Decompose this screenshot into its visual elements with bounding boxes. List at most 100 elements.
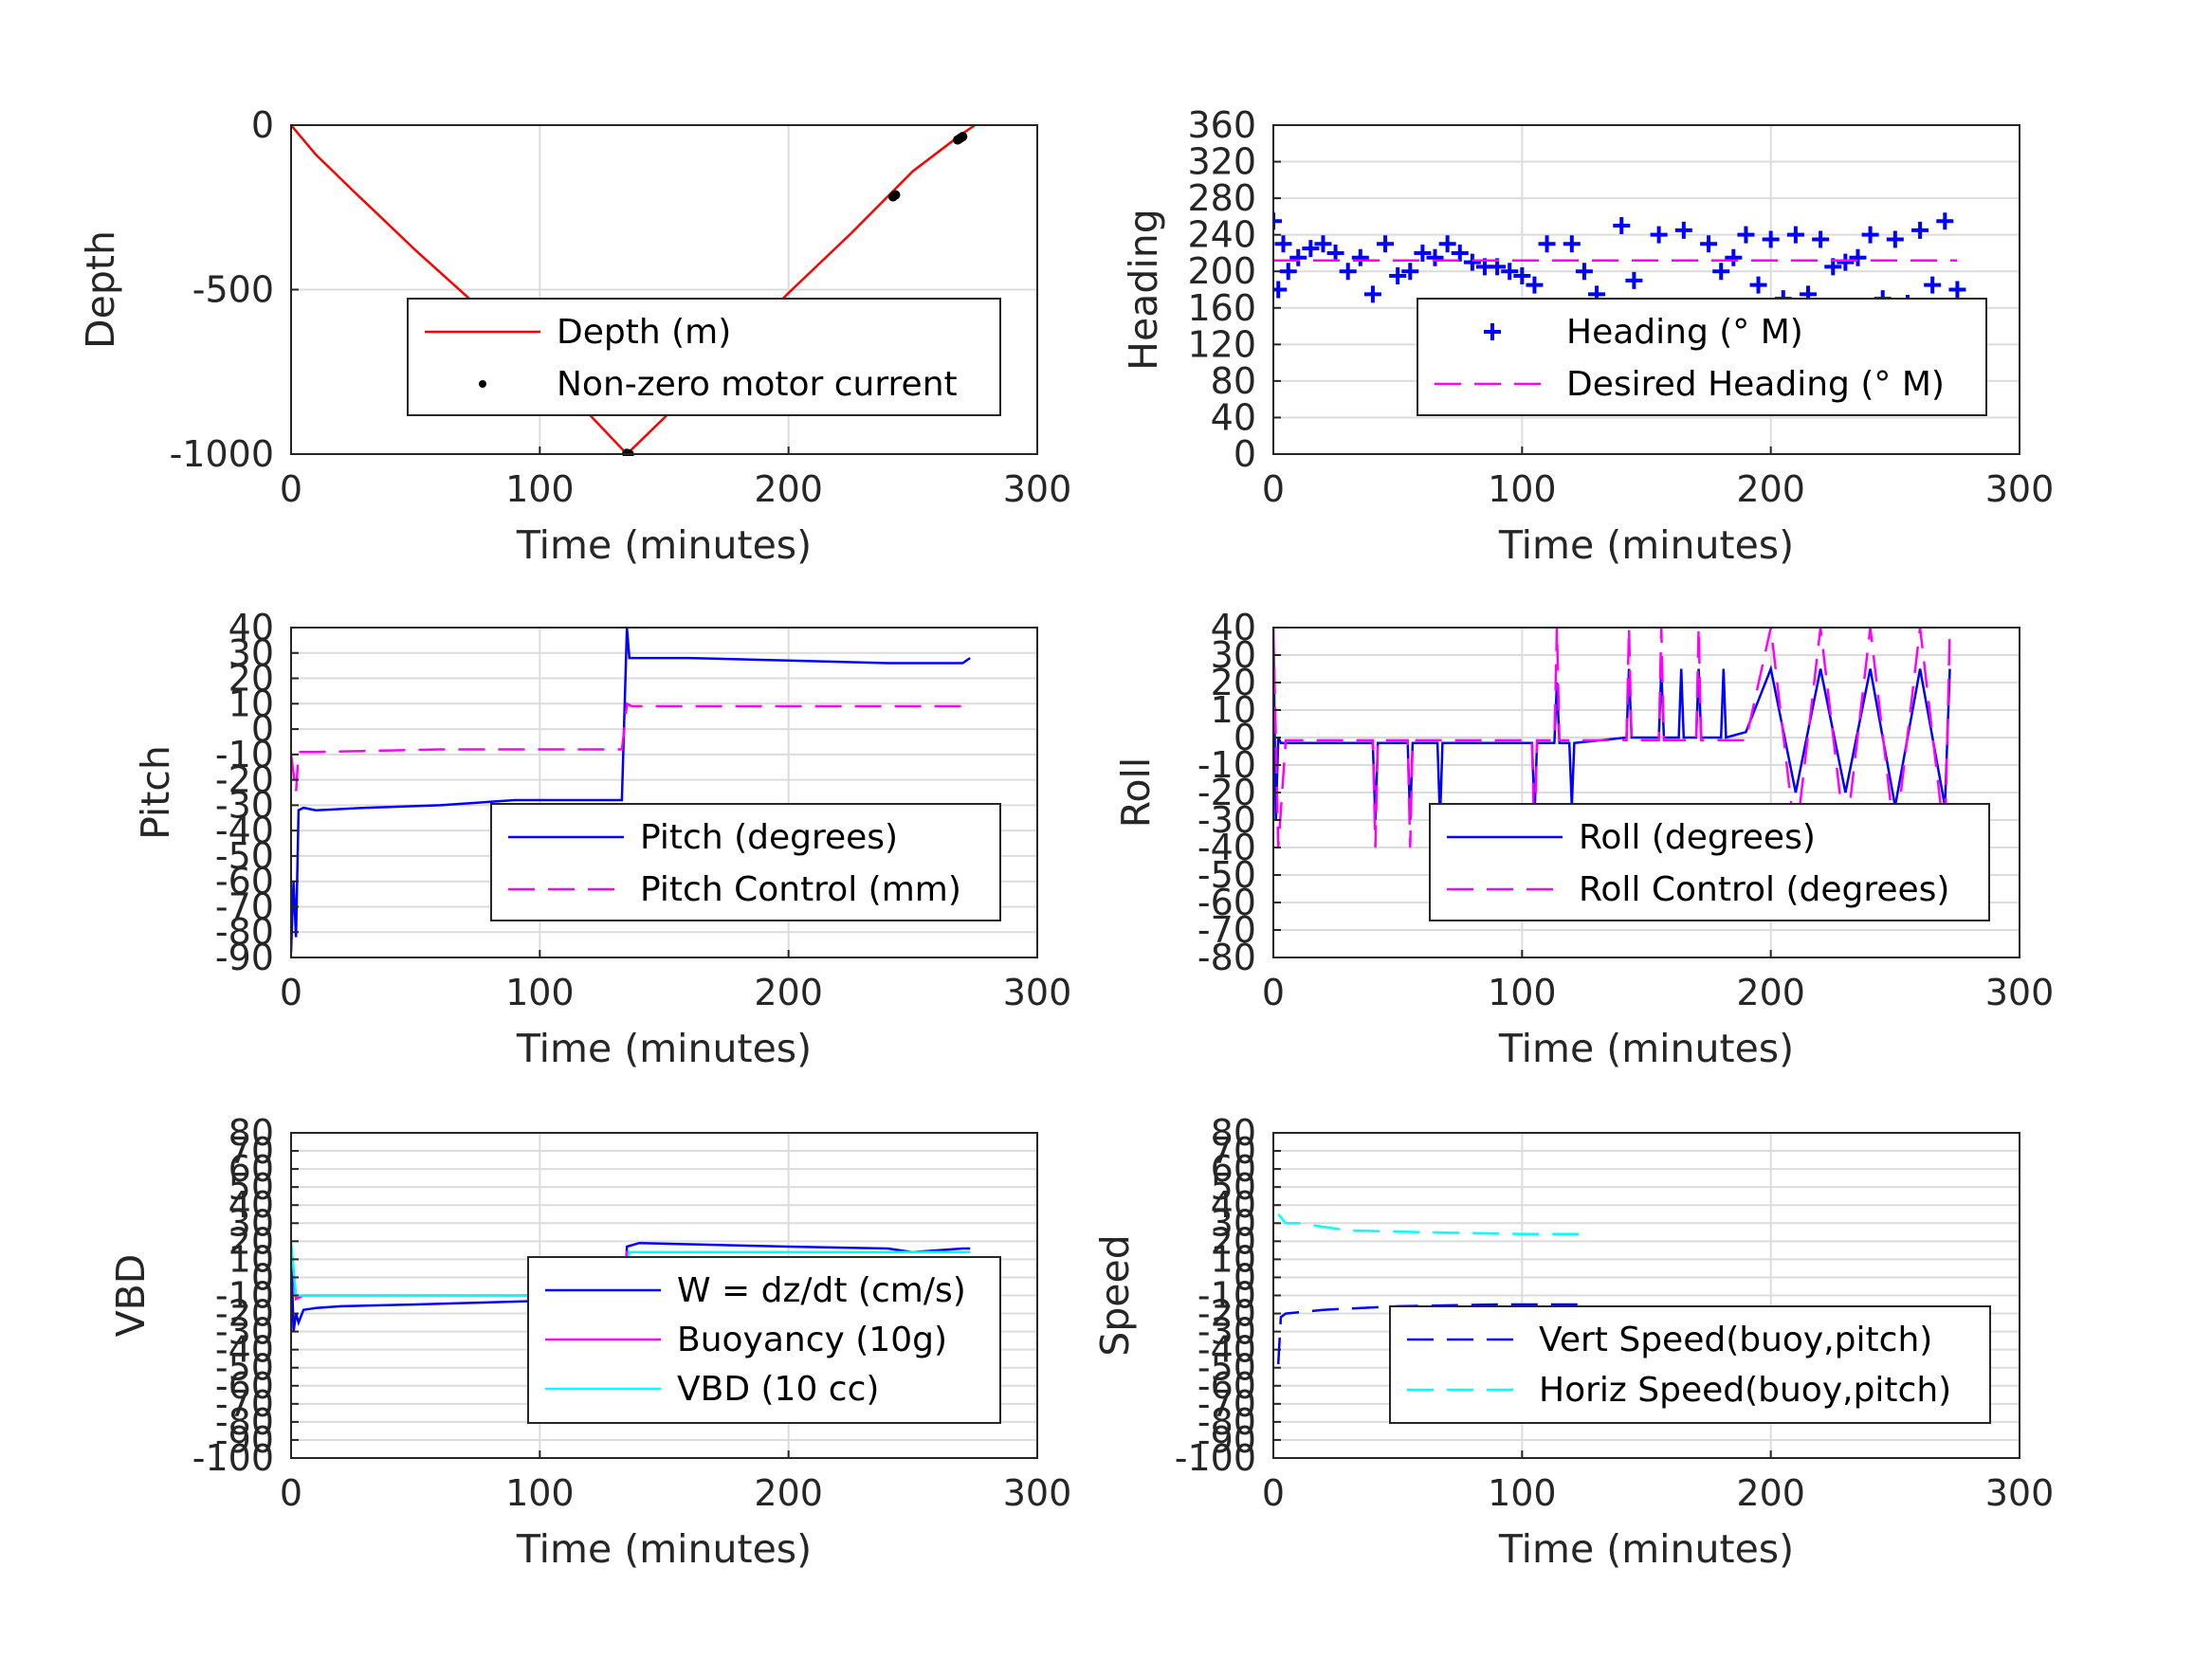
speed-series [1276,1213,1590,1364]
pitch-legend-box [490,803,1001,921]
pitch-xlabel: Time (minutes) [516,1026,812,1071]
depth-panel: 0 100 200 300 -1000 -500 0 Time (minutes) Depth D… [78,104,1071,568]
roll-xtick-label: 100 [1488,972,1557,1013]
roll-panel: 0 100 200 300-80-70-60-50-40-30-20-10010203… [1113,607,2054,1071]
roll-ytick-label: 10 [1211,689,1256,731]
depth-xtick-label: 100 [505,468,575,510]
heading-series-0-point [1911,221,1929,239]
speed-xtick-label: 0 [1262,1472,1285,1514]
speed-ytick-label: 20 [1211,1220,1256,1262]
speed-ytick-label: 30 [1211,1202,1256,1244]
pitch-ytick-label: -30 [215,784,274,826]
pitch-ytick-label: -80 [215,911,274,953]
heading-series-0-point [1273,212,1282,230]
roll-xtick-label: 300 [1985,972,2055,1013]
pitch-series-0-line [291,627,971,953]
heading-series-0-point [1363,285,1381,303]
pitch-ytick-label: -90 [215,937,274,978]
heading-series-0-point [1650,226,1668,244]
speed-xlabel: Time (minutes) [1498,1526,1794,1572]
speed-ylabel: Speed [1092,1234,1138,1357]
roll-ytick-label: -20 [1197,772,1256,813]
speed-ytick-label: -50 [1197,1347,1256,1389]
pitch-ytick-label: -10 [215,734,274,775]
speed-xtick-label: 200 [1736,1472,1805,1514]
depth-ylabel: Depth [78,230,123,349]
heading-series-0-point [1936,212,1954,230]
heading-series-0-point [1538,235,1556,253]
heading-ytick-label: 240 [1187,214,1256,256]
depth-series-1-point [890,190,901,200]
heading-series-0-point [1575,263,1593,281]
speed-xtick-label: 100 [1488,1472,1557,1514]
heading-series-0-point [1339,263,1357,281]
heading-legend-box [1417,298,1987,416]
heading-series-0-point [1563,235,1581,253]
heading-series-0-point [1812,230,1830,248]
heading-series-0-point [1501,263,1519,281]
pitch-xtick-label: 100 [505,972,575,1013]
depth-xtick-label: 200 [754,468,823,510]
heading-panel: 0 100 200 30004080120160200240280320360Time… [1121,104,2054,568]
vbd-ytick-label: 80 [229,1112,274,1154]
roll-ytick-label: -40 [1197,827,1256,868]
speed-ytick-label: 0 [1234,1256,1256,1298]
heading-series-0-point [1302,240,1320,258]
depth-legend-label: Non-zero motor current [557,365,958,404]
speed-ytick-label: 80 [1211,1112,1256,1154]
depth-legend-swatch [479,380,486,388]
heading-series-0-point [1674,221,1692,239]
vbd-ytick-label: -100 [192,1437,274,1479]
heading-series-0-point [1786,226,1804,244]
heading-ytick-label: 160 [1187,287,1256,329]
vbd-legend: W = dz/dt (cm/s) Buoyancy (10g) VBD (10 cc… [527,1256,1001,1424]
depth-legend: Depth (m) Non-zero motor current [407,298,1001,416]
heading-series-0-point [1948,281,1966,299]
heading-series-0-point [1613,217,1631,235]
depth-ytick-label: 0 [251,104,274,146]
vbd-xtick-label: 0 [280,1472,302,1514]
speed-legend-box [1389,1305,1991,1424]
speed-ytick-label: -100 [1175,1437,1256,1479]
speed-ytick-label: -20 [1197,1293,1256,1335]
heading-series-0-point [1351,248,1369,266]
roll-ytick-label: 30 [1211,634,1256,676]
speed-ytick-label: -10 [1197,1275,1256,1317]
heading-ytick-label: 200 [1187,250,1256,292]
heading-series-0-point [1886,230,1904,248]
heading-series-0-point [1451,244,1469,262]
vbd-ytick-label: -90 [215,1419,274,1461]
roll-ytick-label: 0 [1234,717,1256,758]
heading-series-0-point [1737,226,1755,244]
vbd-ytick-label: 40 [229,1184,274,1226]
pitch-legend-label: Pitch (degrees) [640,818,898,857]
heading-xtick-label: 200 [1736,468,1805,510]
heading-series-0-point [1274,235,1292,253]
speed-series-1-line [1277,1213,1590,1235]
heading-series-0-point [1414,244,1432,262]
speed-ytick-label: -80 [1197,1401,1256,1443]
depth-legend-label: Depth (m) [557,313,731,352]
vbd-ylabel: VBD [108,1254,154,1338]
heading-xtick-label: 0 [1262,468,1285,510]
pitch-series-1-line [291,702,971,793]
vbd-ytick-label: 30 [229,1202,274,1244]
roll-xtick-label: 0 [1262,972,1285,1013]
roll-legend: Roll (degrees) Roll Control (degrees) [1429,803,1990,921]
vbd-ytick-label: 10 [229,1238,274,1280]
heading-series-0-point [1273,281,1288,299]
roll-xlabel: Time (minutes) [1498,1026,1794,1071]
roll-ylabel: Roll [1113,757,1159,829]
speed-legend-label: Horiz Speed(buoy,pitch) [1539,1371,1951,1410]
pitch-legend-label: Pitch Control (mm) [640,870,961,909]
roll-ytick-label: 40 [1211,607,1256,648]
depth-series-1-point [958,132,968,142]
vbd-series-2-line [291,1241,971,1297]
pitch-ylabel: Pitch [133,745,178,840]
heading-series-0-point [1289,248,1307,266]
roll-ytick-label: 20 [1211,662,1256,703]
heading-ytick-label: 0 [1234,433,1256,475]
roll-legend-label: Roll (degrees) [1579,818,1816,857]
heading-series-0-point [1861,226,1879,244]
speed-panel: 0 100 200 300-100-90-80-70-60-50-40-30-20-1… [1092,1112,2054,1572]
